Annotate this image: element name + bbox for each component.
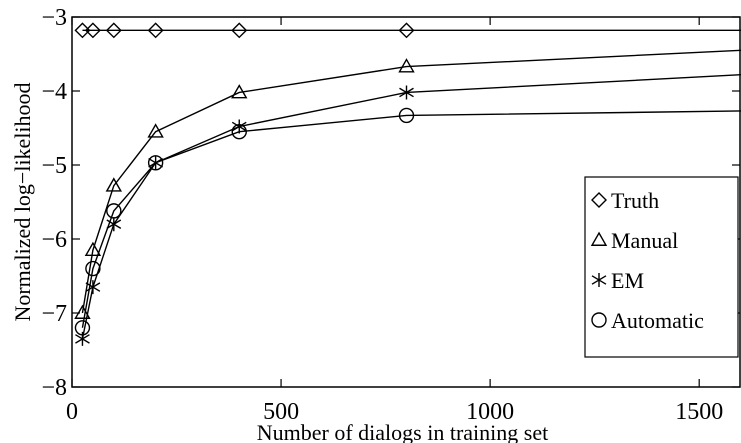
data-point-em <box>399 85 414 100</box>
data-point-automatic <box>231 123 247 140</box>
data-point-automatic <box>147 155 164 171</box>
legend-label-truth: Truth <box>611 188 659 213</box>
legend-marker-manual <box>590 231 608 246</box>
x-tick-label: 1000 <box>466 399 514 425</box>
y-tick-label: −4 <box>41 79 67 105</box>
data-point-truth <box>147 22 164 39</box>
data-point-manual <box>231 84 248 99</box>
y-tick-label: −5 <box>41 153 67 179</box>
series-layer <box>74 22 741 346</box>
series-line-manual <box>81 49 741 314</box>
y-tick-label: −7 <box>41 301 67 327</box>
legend-label-em: EM <box>611 268 644 293</box>
y-axis-label: Normalized log−likelihood <box>10 82 35 321</box>
plot-frame <box>71 16 741 388</box>
data-point-em <box>106 217 122 232</box>
data-point-manual <box>74 304 91 319</box>
data-point-truth <box>105 22 122 39</box>
data-point-manual <box>84 241 102 257</box>
legend-marker-em <box>591 273 607 287</box>
x-tick-label: 500 <box>263 399 299 425</box>
data-point-em <box>85 280 101 295</box>
legend: Truth Manual EM Automatic <box>584 176 739 358</box>
data-point-automatic <box>85 260 101 277</box>
data-point-truth <box>74 22 91 39</box>
data-point-automatic <box>106 203 122 219</box>
legend-label-automatic: Automatic <box>611 308 704 333</box>
x-tick-label: 1500 <box>675 399 723 425</box>
axis-ticks: 0 500 1000 1500 −8 −7 −6 −5 −4 −3 <box>41 5 740 425</box>
data-point-truth <box>84 22 101 39</box>
legend-marker-truth <box>591 192 607 208</box>
x-tick-label: 0 <box>66 399 78 425</box>
data-point-manual <box>147 123 164 138</box>
x-axis-label: Number of dialogs in training set <box>257 420 548 443</box>
series-line-automatic <box>81 110 741 328</box>
data-point-automatic <box>398 107 415 124</box>
data-point-em <box>75 331 90 346</box>
data-point-truth <box>398 22 415 39</box>
legend-box <box>584 176 739 358</box>
data-point-manual <box>398 58 415 73</box>
y-tick-label: −8 <box>41 375 67 401</box>
data-point-manual <box>105 177 123 192</box>
data-point-truth <box>231 22 248 39</box>
y-tick-label: −6 <box>41 227 67 253</box>
y-tick-label: −3 <box>41 5 67 31</box>
data-point-automatic <box>74 320 91 336</box>
legend-label-manual: Manual <box>611 228 678 253</box>
legend-marker-automatic <box>591 312 607 328</box>
